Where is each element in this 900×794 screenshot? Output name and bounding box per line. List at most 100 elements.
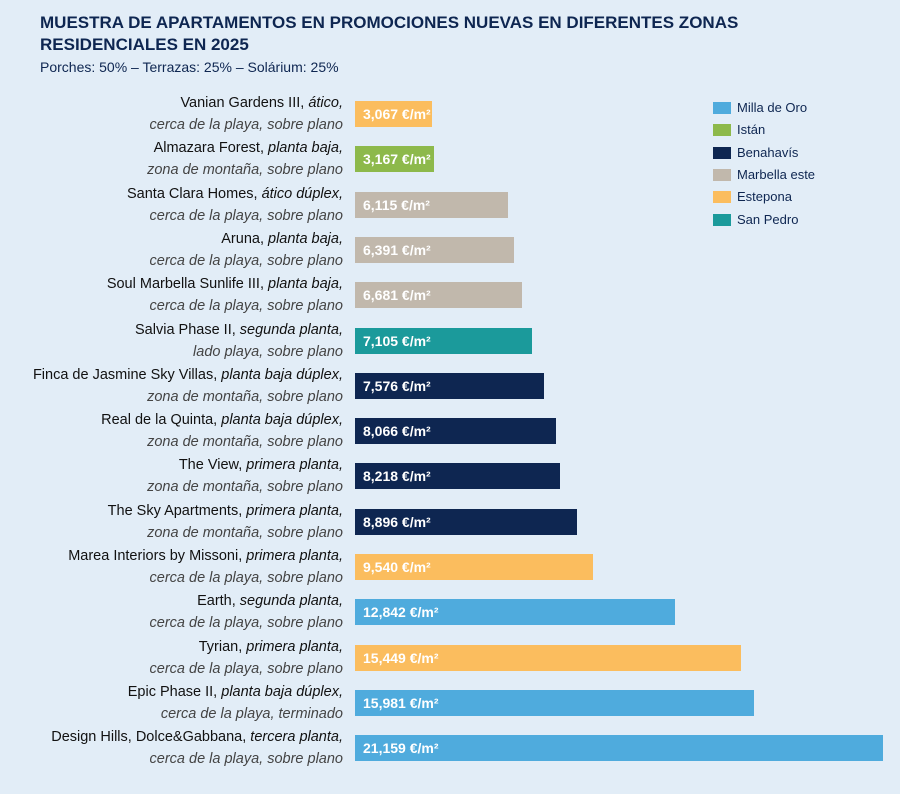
category-detail: lado playa, sobre plano xyxy=(193,343,343,360)
bar xyxy=(355,146,435,173)
value-label: 8,218 €/m² xyxy=(363,468,431,485)
legend-item: Estepona xyxy=(713,190,792,204)
category-unit: primera planta, xyxy=(246,638,343,655)
category-unit: segunda planta, xyxy=(239,593,343,610)
legend-label: Estepona xyxy=(737,189,792,205)
category-label: The Sky Apartments, primera planta, zona … xyxy=(3,500,343,544)
legend-item: Marbella este xyxy=(713,166,816,182)
bar xyxy=(355,644,741,671)
legend-label: Milla de Oro xyxy=(737,100,808,115)
legend-swatch xyxy=(713,146,731,159)
legend-swatch xyxy=(713,191,731,204)
category-detail: zona de montaña, sobre plano xyxy=(147,388,343,405)
category-detail: zona de montaña, sobre plano xyxy=(147,162,343,179)
legend-label: San Pedro xyxy=(737,211,799,227)
value-label: 15,981 €/m² xyxy=(363,694,439,711)
category-unit: planta baja, xyxy=(268,230,343,247)
category-detail: cerca de la playa, sobre plano xyxy=(149,751,343,768)
category-name: Almazara Forest, xyxy=(153,140,264,157)
value-label: 12,842 €/m² xyxy=(363,604,439,621)
bar xyxy=(355,689,754,716)
category-label: Aruna, planta baja, cerca de la playa, so… xyxy=(3,228,343,272)
legend-item: Istán xyxy=(713,123,765,137)
category-label: Finca de Jasmine Sky Villas, planta baja… xyxy=(3,364,343,408)
category-unit: segunda planta, xyxy=(239,321,343,338)
category-name: Santa Clara Homes, xyxy=(126,185,258,202)
category-detail: cerca de la playa, sobre plano xyxy=(149,615,343,632)
category-unit: primera planta, xyxy=(246,502,343,519)
chart-title: MUESTRA DE APARTAMENTOS EN PROMOCIONES N… xyxy=(40,13,739,54)
bar xyxy=(355,418,557,445)
category-name: Design Hills, Dolce&Gabbana, xyxy=(51,729,247,746)
category-name: Aruna, xyxy=(221,230,264,247)
legend-swatch xyxy=(713,124,731,137)
category-detail: cerca de la playa, sobre plano xyxy=(149,207,343,224)
category-name: Tyrian, xyxy=(198,638,243,655)
value-label: 21,159 €/m² xyxy=(363,740,439,757)
category-label: Soul Marbella Sunlife III, planta baja, c… xyxy=(3,273,343,317)
category-unit: planta baja dúplex, xyxy=(221,683,343,700)
value-label: 9,540 €/m² xyxy=(363,559,431,575)
category-name: Soul Marbella Sunlife III, xyxy=(106,276,264,293)
legend-item: Milla de Oro xyxy=(713,101,807,115)
bar xyxy=(355,191,508,218)
value-label: 3,067 €/m² xyxy=(363,106,431,122)
category-unit: ático dúplex, xyxy=(261,185,343,202)
category-label: Almazara Forest, planta baja, zona de mon… xyxy=(3,137,343,181)
category-detail: zona de montaña, sobre plano xyxy=(147,479,343,496)
category-name: Marea Interiors by Missoni, xyxy=(68,548,243,564)
value-label: 6,391 €/m² xyxy=(363,241,431,258)
value-label: 7,105 €/m² xyxy=(363,332,431,349)
category-unit: tercera planta, xyxy=(250,729,343,746)
legend-label: Marbella este xyxy=(737,166,816,182)
value-label: 3,167 €/m² xyxy=(363,151,431,168)
value-label: 8,066 €/m² xyxy=(363,423,431,440)
bar xyxy=(355,101,432,127)
value-label: 6,115 €/m² xyxy=(363,196,430,213)
bar xyxy=(355,282,522,309)
category-detail: cerca de la playa, sobre plano xyxy=(149,252,343,269)
category-detail: cerca de la playa, sobre plano xyxy=(149,660,343,677)
legend-swatch xyxy=(713,213,731,226)
category-name: Finca de Jasmine Sky Villas, xyxy=(32,366,218,383)
category-label: Epic Phase II, planta baja dúplex, cerca … xyxy=(3,681,343,725)
category-unit: primera planta, xyxy=(246,548,343,564)
category-unit: planta baja dúplex, xyxy=(221,366,343,383)
category-unit: planta baja, xyxy=(268,140,343,157)
category-label: Tyrian, primera planta, cerca de la playa… xyxy=(3,636,343,680)
category-label: Design Hills, Dolce&Gabbana, tercera pla… xyxy=(3,726,343,770)
category-name: Salvia Phase II, xyxy=(135,321,236,338)
category-unit: ático, xyxy=(308,95,343,111)
value-label: 15,449 €/m² xyxy=(363,649,439,666)
category-label: Salvia Phase II, segunda planta, lado pla… xyxy=(3,319,343,363)
category-detail: zona de montaña, sobre plano xyxy=(147,434,343,451)
bar xyxy=(355,599,676,626)
legend-label: Istán xyxy=(737,122,766,138)
category-label: Marea Interiors by Missoni, primera plan… xyxy=(3,545,343,589)
legend-label: Benahavís xyxy=(737,144,799,160)
category-label: The View, primera planta, zona de montaña… xyxy=(3,454,343,498)
bar xyxy=(355,554,594,580)
legend-swatch xyxy=(713,102,731,114)
category-name: The Sky Apartments, xyxy=(107,502,243,519)
value-label: 8,896 €/m² xyxy=(363,513,431,530)
category-label: Vanian Gardens III, ático, cerca de la pl… xyxy=(3,92,343,136)
category-label: Real de la Quinta, planta baja dúplex, zo… xyxy=(3,409,343,453)
category-name: Real de la Quinta, xyxy=(101,412,218,429)
value-label: 6,681 €/m² xyxy=(363,287,431,304)
bar xyxy=(355,372,545,399)
category-label: Earth, segunda planta, cerca de la playa,… xyxy=(3,590,343,634)
chart-subtitle: Porches: 50% – Terrazas: 25% – Solárium:… xyxy=(40,59,339,75)
bar xyxy=(355,508,577,535)
value-label: 7,576 €/m² xyxy=(363,377,431,394)
category-name: Earth, xyxy=(197,593,236,610)
category-unit: primera planta, xyxy=(246,457,343,474)
category-detail: cerca de la playa, sobre plano xyxy=(149,570,343,586)
category-name: Epic Phase II, xyxy=(127,683,218,700)
bar xyxy=(355,327,533,354)
category-name: Vanian Gardens III, xyxy=(180,95,305,111)
legend-swatch xyxy=(713,168,731,181)
category-detail: zona de montaña, sobre plano xyxy=(147,524,343,541)
category-detail: cerca de la playa, sobre plano xyxy=(149,298,343,315)
bar xyxy=(355,735,883,762)
